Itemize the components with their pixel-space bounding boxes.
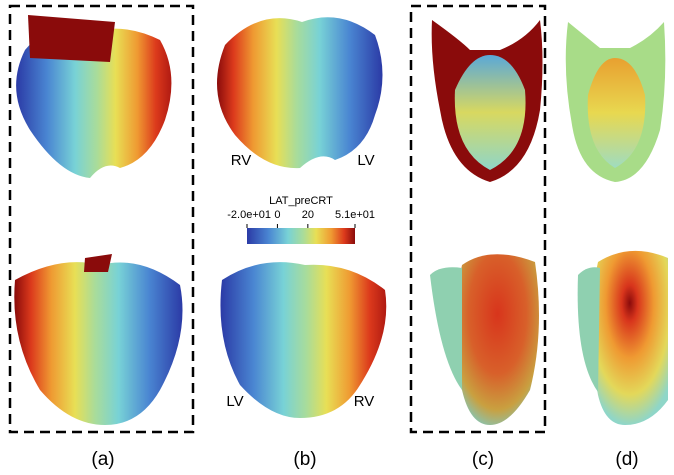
colorbar: LAT_preCRT -2.0e+01 0 20 5.1e+01	[227, 195, 375, 244]
heart-side	[577, 267, 600, 392]
colorbar-tick-label: 20	[302, 209, 314, 221]
heart-render	[14, 262, 183, 425]
colorbar-tick-label: 0	[274, 209, 280, 221]
cavity	[454, 55, 526, 170]
annotation: LV	[357, 152, 374, 169]
colorbar-scale	[247, 228, 355, 244]
colorbar-title: LAT_preCRT	[269, 195, 333, 207]
annotation: LV	[226, 393, 243, 410]
heart-render	[591, 250, 668, 425]
heart-render	[16, 28, 172, 179]
valve-region	[84, 254, 112, 272]
colorbar-tick-label: 5.1e+01	[335, 209, 375, 221]
cavity	[587, 58, 646, 168]
heart-side	[430, 267, 462, 390]
heart-render	[220, 262, 387, 418]
heart-render	[217, 17, 383, 169]
valve-region	[28, 15, 115, 62]
panel-label: (c)	[472, 449, 494, 470]
annotation: RV	[231, 152, 252, 169]
dashed-frame	[409, 4, 547, 434]
panel-label: (d)	[615, 449, 638, 470]
panel-label: (b)	[293, 449, 316, 470]
colorbar-tick-label: -2.0e+01	[227, 209, 271, 221]
heart-render	[456, 254, 539, 425]
panel-label: (a)	[91, 449, 114, 470]
annotation: RV	[354, 393, 375, 410]
